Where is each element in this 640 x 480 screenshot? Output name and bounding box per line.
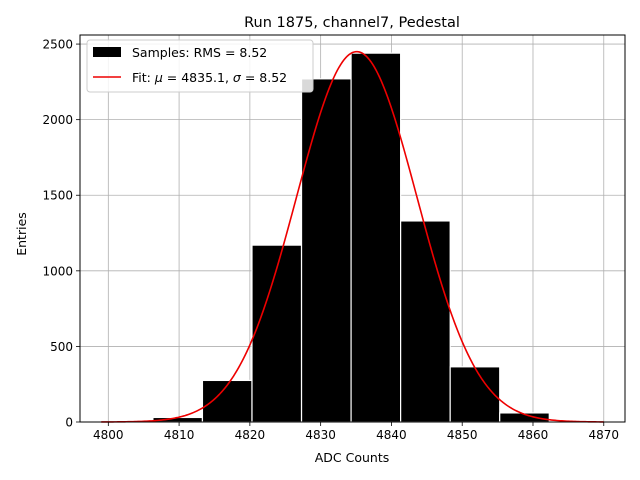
- legend-swatch-samples: [93, 47, 121, 57]
- legend-fit-sigma-symbol: σ: [233, 70, 242, 85]
- x-tick-label: 4870: [588, 428, 619, 442]
- y-axis-label: Entries: [14, 212, 29, 256]
- histogram-bar: [300, 78, 352, 423]
- legend-fit-suffix: = 8.52: [241, 70, 287, 85]
- legend-label-samples: Samples: RMS = 8.52: [132, 45, 267, 60]
- legend[interactable]: Samples: RMS = 8.52 Fit: μ = 4835.1, σ =…: [86, 39, 314, 93]
- y-tick-label: 1000: [42, 264, 73, 278]
- chart-title: Run 1875, channel7, Pedestal: [244, 15, 460, 31]
- y-tick-label: 2000: [42, 113, 73, 127]
- x-tick-label: 4860: [518, 428, 549, 442]
- histogram-bar: [201, 379, 253, 423]
- x-tick-label: 4840: [376, 428, 407, 442]
- legend-fit-mu-symbol: μ: [154, 70, 163, 85]
- histogram-bars: [152, 52, 550, 423]
- y-tick-label: 0: [65, 416, 73, 430]
- legend-fit-middle: = 4835.1,: [163, 70, 233, 85]
- x-tick-label: 4820: [235, 428, 266, 442]
- y-tick-label: 2500: [42, 38, 73, 52]
- fit-curve: [101, 50, 604, 423]
- legend-box: [86, 39, 314, 93]
- histogram-bar: [350, 52, 402, 423]
- x-tick-label: 4800: [93, 428, 124, 442]
- histogram-bar: [251, 244, 303, 423]
- y-axis-ticks: 0 500 1000 1500 2000 2500: [42, 38, 80, 430]
- histogram-bar: [400, 220, 451, 423]
- x-axis-ticks: 4800 4810 4820 4830 4840 4850 4860 4870: [93, 422, 619, 442]
- x-tick-label: 4810: [164, 428, 195, 442]
- histogram-bar: [449, 366, 501, 423]
- x-axis-label: ADC Counts: [315, 450, 390, 465]
- x-tick-label: 4850: [447, 428, 478, 442]
- x-tick-label: 4830: [305, 428, 336, 442]
- legend-fit-prefix: Fit:: [132, 70, 155, 85]
- y-tick-label: 1500: [42, 189, 73, 203]
- axes-frame: [79, 34, 626, 423]
- y-tick-label: 500: [50, 340, 73, 354]
- legend-label-fit: Fit: μ = 4835.1, σ = 8.52: [132, 70, 287, 85]
